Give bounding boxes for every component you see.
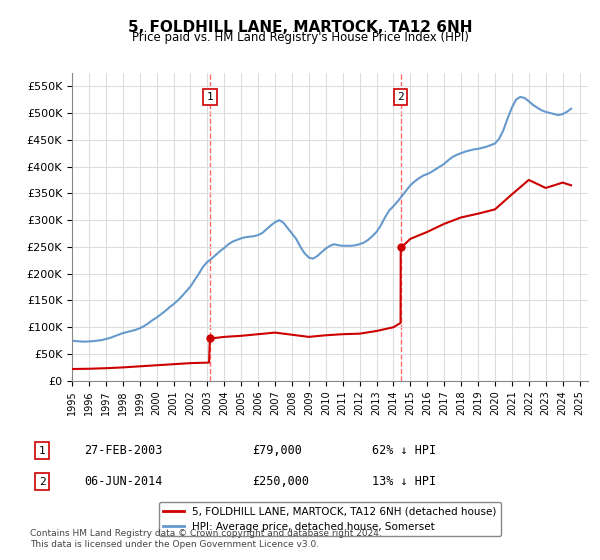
Legend: 5, FOLDHILL LANE, MARTOCK, TA12 6NH (detached house), HPI: Average price, detach: 5, FOLDHILL LANE, MARTOCK, TA12 6NH (det… bbox=[159, 502, 501, 536]
Text: 27-FEB-2003: 27-FEB-2003 bbox=[84, 444, 163, 458]
Text: £250,000: £250,000 bbox=[252, 475, 309, 488]
Text: 13% ↓ HPI: 13% ↓ HPI bbox=[372, 475, 436, 488]
Text: 06-JUN-2014: 06-JUN-2014 bbox=[84, 475, 163, 488]
Text: 62% ↓ HPI: 62% ↓ HPI bbox=[372, 444, 436, 458]
Text: Price paid vs. HM Land Registry's House Price Index (HPI): Price paid vs. HM Land Registry's House … bbox=[131, 31, 469, 44]
Text: 5, FOLDHILL LANE, MARTOCK, TA12 6NH: 5, FOLDHILL LANE, MARTOCK, TA12 6NH bbox=[128, 20, 472, 35]
Text: £79,000: £79,000 bbox=[252, 444, 302, 458]
Text: 1: 1 bbox=[206, 92, 213, 102]
Text: 2: 2 bbox=[397, 92, 404, 102]
Text: 2: 2 bbox=[38, 477, 46, 487]
Text: Contains HM Land Registry data © Crown copyright and database right 2024.
This d: Contains HM Land Registry data © Crown c… bbox=[30, 529, 382, 549]
Text: 1: 1 bbox=[38, 446, 46, 456]
